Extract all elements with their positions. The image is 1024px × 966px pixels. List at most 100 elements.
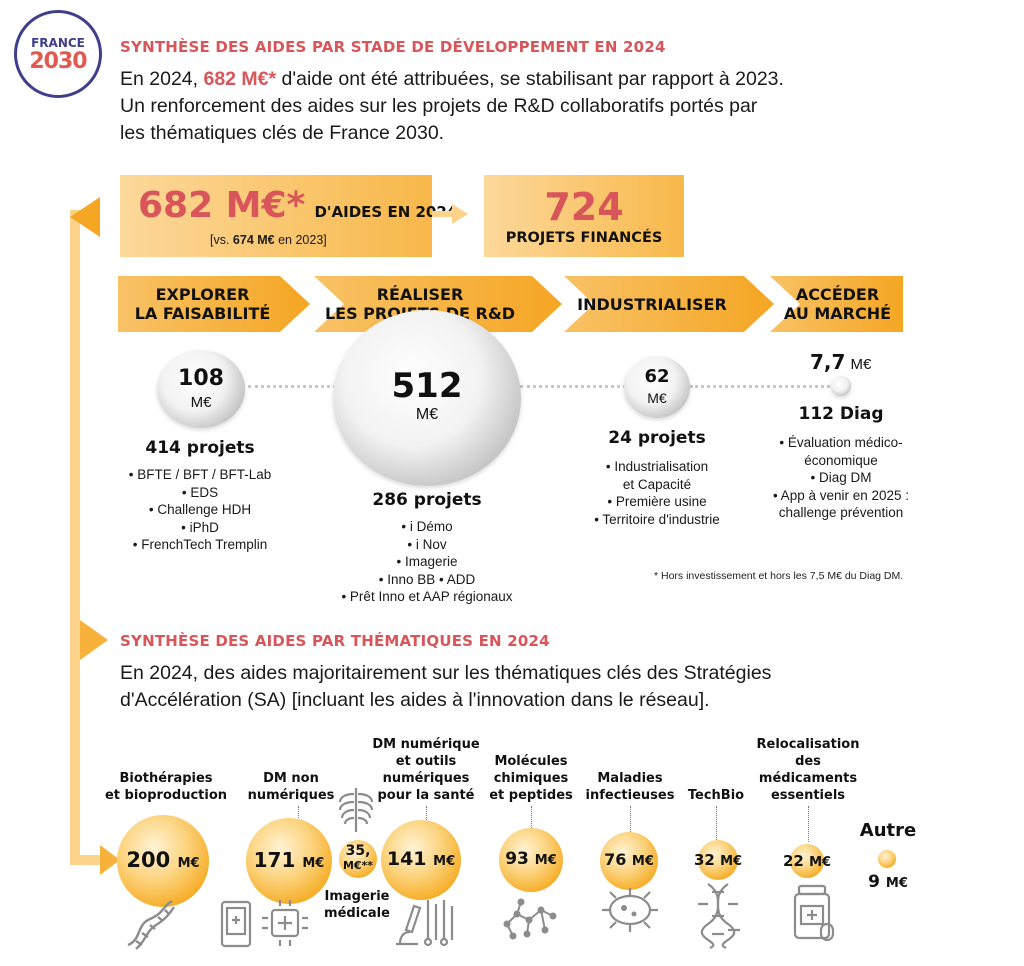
list-item: économique xyxy=(804,452,878,468)
list-item: • App à venir en 2025 : xyxy=(772,487,910,503)
logo-line2: 2030 xyxy=(29,49,87,74)
theme-circle-dm-numerique: 141 M€ xyxy=(381,820,461,900)
label-line: infectieuses xyxy=(585,788,675,803)
flow-arrow-top xyxy=(70,197,100,237)
france-2030-logo: FRANCE 2030 xyxy=(14,10,102,98)
dotted-link xyxy=(248,385,336,388)
devices-icon xyxy=(220,900,308,948)
theme-value: 141 M€ xyxy=(381,848,461,870)
stage-projects-acceder: 112 Diag xyxy=(798,404,884,424)
theme-label-techbio: TechBio xyxy=(687,788,745,803)
theme-value-autre: 9 M€ xyxy=(850,872,926,892)
theme-unit: M€ xyxy=(302,856,325,871)
theme-circle-molecules: 93 M€ xyxy=(499,828,563,892)
section2-title: SYNTHÈSE DES AIDES PAR THÉMATIQUES EN 20… xyxy=(120,632,550,650)
stage-unit: M€ xyxy=(647,390,667,406)
stage-projects-realiser: 286 projets xyxy=(372,490,482,510)
theme-label-imagerie: Imagerie médicale xyxy=(318,888,396,922)
stage-label-industrialiser: INDUSTRIALISER xyxy=(577,295,727,314)
stage-projects-industrialiser: 24 projets xyxy=(608,428,706,448)
theme-unit: M€ xyxy=(433,854,456,869)
label-line: numériques xyxy=(247,788,335,803)
virus-icon xyxy=(602,888,658,932)
flow-line-bottom xyxy=(70,855,112,865)
theme-circle-techbio: 32 M€ xyxy=(694,840,742,880)
stage-arrow-explorer xyxy=(118,276,310,332)
theme-unit: M€ xyxy=(631,854,654,869)
theme-number: 93 xyxy=(505,849,529,869)
stage-circle-acceder xyxy=(831,376,851,396)
list-item: • FrenchTech Tremplin xyxy=(132,537,268,552)
theme-label-autre: Autre xyxy=(859,820,917,841)
theme-value: 76 M€ xyxy=(594,850,664,869)
label-line: DM numérique xyxy=(372,737,480,752)
label-line: des xyxy=(795,754,821,769)
intro-line3: les thématiques clés de France 2030. xyxy=(120,122,445,144)
list-item: • Diag DM xyxy=(810,470,872,485)
stage-list-acceder: • Évaluation médico- économique • Diag D… xyxy=(741,434,941,522)
label-line: Maladies xyxy=(597,771,663,786)
intro-line2: Un renforcement des aides sur les projet… xyxy=(120,95,758,117)
theme-unit: M€ xyxy=(177,856,200,871)
stages-arrow-bar xyxy=(118,276,903,332)
stage-list-realiser: • i Démo • i Nov • Imagerie • Inno BB • … xyxy=(317,518,537,606)
leader-line xyxy=(531,806,532,828)
projects-label: PROJETS FINANCÉS xyxy=(505,230,663,246)
label-line: DM non xyxy=(263,771,319,786)
stage-value-acceder: 7,7 M€ xyxy=(810,350,871,374)
list-item: • Évaluation médico- xyxy=(779,435,903,450)
list-item: • Inno BB • ADD xyxy=(378,571,476,587)
label-line: Imagerie xyxy=(324,889,390,904)
flow-arrow-bottom xyxy=(100,845,120,875)
theme-value: 22 M€ xyxy=(778,852,836,870)
theme-value: 32 M€ xyxy=(688,851,748,869)
total-aid-label: D'AIDES EN 2024 xyxy=(314,203,458,221)
flow-arrow-middle xyxy=(80,620,108,660)
theme-label-biotherapies: Biothérapies et bioproduction xyxy=(96,770,236,804)
theme-label-dm-numerique: DM numérique et outils numériques pour la … xyxy=(361,736,491,804)
theme-circle-relocalisation: 22 M€ xyxy=(783,844,831,878)
stage-label-acceder: ACCÉDER AU MARCHÉ xyxy=(770,285,905,323)
stage-arrow-acceder xyxy=(770,276,903,332)
theme-circle-dm-non-numeriques: 171 M€ xyxy=(246,818,332,904)
stage-value: 7,7 xyxy=(810,350,846,374)
list-item: • iPhD xyxy=(181,519,219,535)
box-connector-arrow xyxy=(452,204,468,224)
lab-tools-icon xyxy=(396,900,454,947)
stage-list-industrialiser: • Industrialisation et Capacité • Premiè… xyxy=(557,458,757,528)
stage-unit: M€ xyxy=(415,406,439,423)
theme-unit: M€ xyxy=(720,854,743,869)
label-line: médicale xyxy=(324,906,390,921)
label-line: et peptides xyxy=(489,788,573,803)
theme-circle-imagerie: 35, M€** xyxy=(339,840,377,878)
stage-unit: M€ xyxy=(850,356,872,373)
stage-unit: M€ xyxy=(190,394,212,411)
leader-line xyxy=(426,806,427,820)
intro-rest: d'aide ont été attribuées, se stabilisan… xyxy=(276,68,784,90)
theme-number: 32 xyxy=(693,851,715,869)
label-line: médicaments xyxy=(758,771,858,786)
total-aid-box: 682 M€* D'AIDES EN 2024 [vs. 674 M€ en 2… xyxy=(120,175,457,257)
list-item: • i Nov xyxy=(407,536,447,552)
list-item: challenge prévention xyxy=(778,505,904,520)
stage-circle-industrialiser: 62 M€ xyxy=(624,356,690,418)
footnote: * Hors investissement et hors les 7,5 M€… xyxy=(654,570,904,582)
pill-bottle-icon xyxy=(793,884,835,942)
list-item: • Industrialisation xyxy=(605,459,709,474)
theme-number: 171 xyxy=(253,848,296,872)
stage-label-line: AU MARCHÉ xyxy=(783,304,892,323)
theme-value: 200 M€ xyxy=(117,848,209,872)
theme-number: 76 xyxy=(604,850,627,869)
stage-projects-explorer: 414 projets xyxy=(145,438,255,458)
logo-line1: FRANCE xyxy=(31,36,85,50)
theme-label-dm-non-numeriques: DM non numériques xyxy=(236,770,346,804)
label-line: Relocalisation xyxy=(756,737,860,752)
list-item: • Challenge HDH xyxy=(148,502,252,517)
dotted-link xyxy=(690,385,830,388)
total-aid-compare: [vs. 674 M€ en 2023] xyxy=(210,233,327,247)
theme-number: 9 xyxy=(868,872,880,892)
compare-post: en 2023] xyxy=(274,233,327,247)
label-line: essentiels xyxy=(770,788,846,803)
dna-icon xyxy=(127,899,175,950)
theme-value: 35, M€** xyxy=(335,844,381,873)
